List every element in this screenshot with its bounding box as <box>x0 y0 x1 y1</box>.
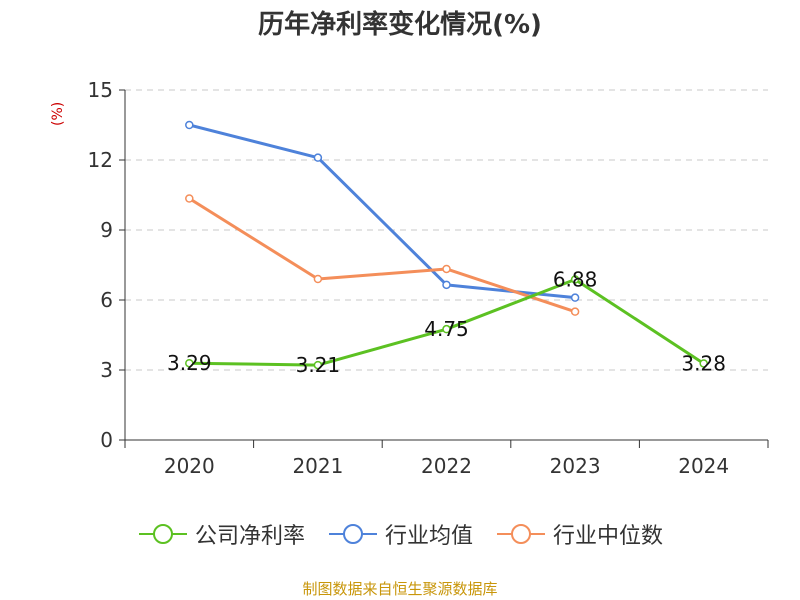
grid-lines <box>125 89 768 371</box>
data-label: 3.28 <box>681 351 726 375</box>
legend-item[interactable]: 行业中位数 <box>495 518 663 550</box>
x-tick-label: 2020 <box>164 454 215 478</box>
data-label: 6.88 <box>553 267 598 291</box>
x-tick-label: 2022 <box>421 454 472 478</box>
y-tick-label: 0 <box>100 428 113 452</box>
legend: 公司净利率 行业均值 行业中位数 <box>0 518 800 550</box>
data-point <box>570 275 580 284</box>
data-label: 3.29 <box>167 351 212 375</box>
legend-marker <box>328 524 377 544</box>
data-point <box>699 359 708 368</box>
x-tick-label: 2021 <box>292 454 343 478</box>
series-line <box>188 197 576 314</box>
legend-label: 公司净利率 <box>194 524 305 549</box>
data-point <box>570 307 580 316</box>
data-point <box>442 264 451 274</box>
y-tick-label: 12 <box>88 148 113 172</box>
x-tick-label: 2024 <box>678 454 729 478</box>
legend-marker <box>138 524 187 544</box>
data-point <box>313 360 323 370</box>
data-label: 3.21 <box>296 353 341 377</box>
axes: 0 3 6 9 12 15 2020 2021 2022 2023 2024 <box>88 78 769 478</box>
y-tick-label: 3 <box>100 358 113 382</box>
x-tick-label: 2023 <box>550 454 601 478</box>
data-point <box>442 280 451 290</box>
series-lines <box>185 120 708 370</box>
y-tick-label: 15 <box>88 78 113 102</box>
legend-label: 行业均值 <box>384 524 473 549</box>
data-point <box>442 324 451 334</box>
series-line <box>188 123 576 300</box>
data-label: 4.75 <box>424 317 469 341</box>
source-note: 制图数据来自恒生聚源数据库 <box>302 580 498 598</box>
chart-title: 历年净利率变化情况(%) <box>258 10 542 40</box>
data-point <box>313 274 323 284</box>
data-point <box>313 153 323 162</box>
data-labels: 3.29 3.21 4.75 6.88 3.28 <box>167 267 726 377</box>
data-point <box>570 293 580 302</box>
legend-marker <box>497 524 545 544</box>
y-tick-label: 6 <box>100 288 113 312</box>
legend-item[interactable]: 公司净利率 <box>137 518 305 550</box>
legend-item[interactable]: 行业均值 <box>327 518 473 550</box>
data-point <box>185 358 194 368</box>
data-point <box>185 194 194 203</box>
y-tick-label: 9 <box>100 218 113 242</box>
line-chart: 0 3 6 9 12 15 2020 2021 2022 2023 2024 3.29 3.21 4.7… <box>88 78 769 478</box>
legend-label: 行业中位数 <box>553 524 664 549</box>
data-point <box>185 120 194 130</box>
